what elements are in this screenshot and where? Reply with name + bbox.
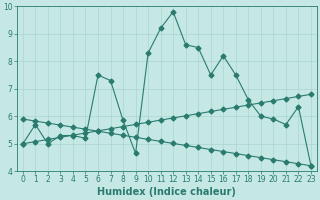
X-axis label: Humidex (Indice chaleur): Humidex (Indice chaleur) (98, 187, 236, 197)
